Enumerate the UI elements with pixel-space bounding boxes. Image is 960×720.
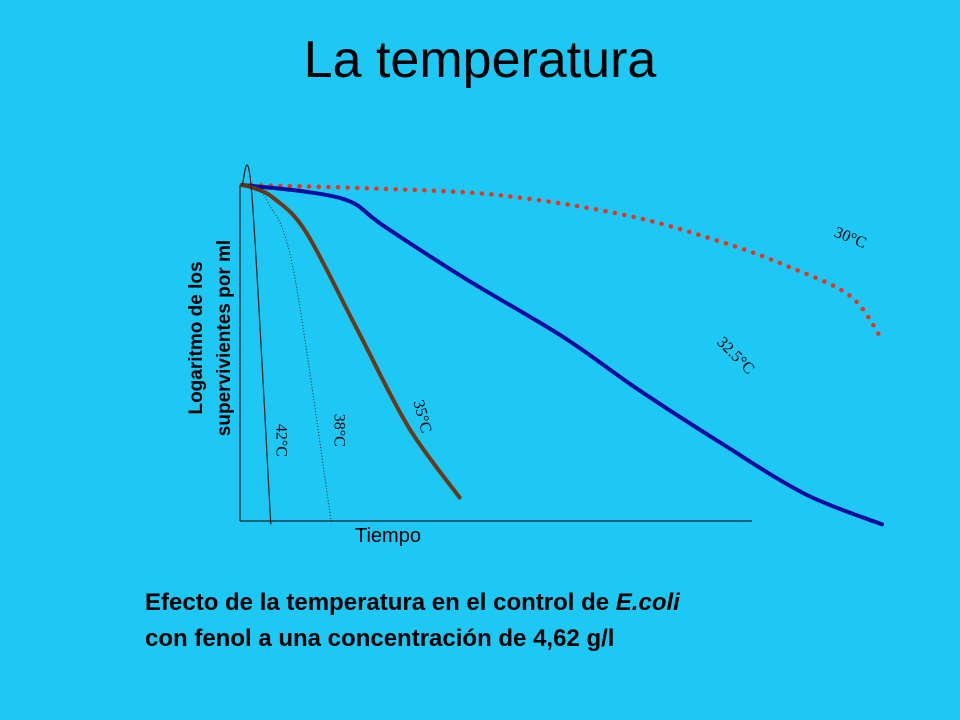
series-label-30-c: 30°C [832, 224, 869, 252]
series-line-35-c [240, 183, 462, 500]
series-layer [239, 164, 885, 527]
y-axis-title-line-1: Logaritmo de los [186, 261, 207, 414]
y-axis-title: Logaritmo de los supervivientes por ml [186, 240, 235, 436]
caption-line-2: con fenol a una concentración de 4,62 g/… [145, 625, 615, 652]
series-line-30-c [239, 182, 885, 342]
slide-caption: Efecto de la temperatura en el control d… [145, 585, 905, 657]
y-axis-title-line-2: supervivientes por ml [214, 240, 235, 436]
series-label-42-c: 42°C [273, 424, 290, 457]
caption-organism: E.coli [615, 589, 680, 616]
series-line-32-5-c [240, 183, 884, 527]
x-axis-title: Tiempo [355, 525, 421, 547]
series-label-35-c: 35°C [410, 398, 435, 434]
slide-title: La temperatura [303, 31, 657, 89]
caption-line-1: Efecto de la temperatura en el control d… [145, 585, 905, 621]
series-label-38-c: 38°C [330, 414, 347, 447]
series-line-38-c [241, 184, 333, 525]
series-line-42-c [241, 164, 272, 525]
chart-axes [239, 185, 752, 522]
caption-line-1-text: Efecto de la temperatura en el control d… [145, 589, 616, 616]
series-label-32-5-c: 32.5°C [713, 334, 757, 378]
